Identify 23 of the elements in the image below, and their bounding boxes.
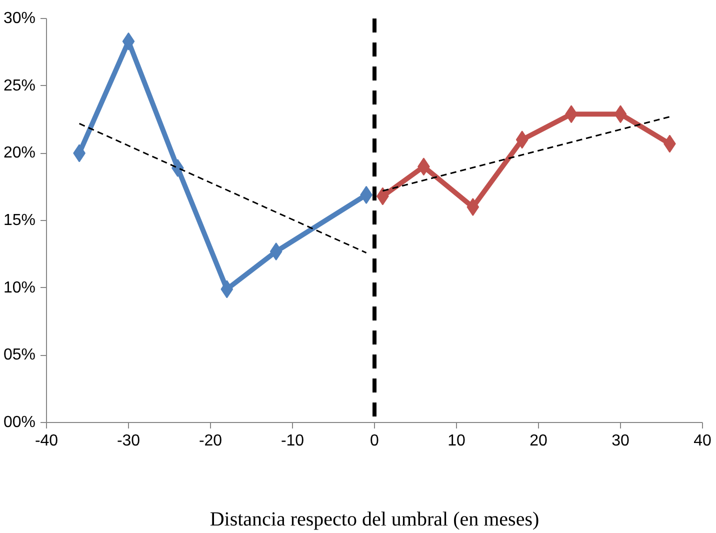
y-tick-label: 00% (3, 414, 36, 431)
y-tick-label: 30% (3, 10, 36, 27)
point (466, 198, 480, 216)
x-tick-label: 40 (694, 432, 712, 450)
y-tick-label: 05% (3, 346, 36, 364)
x-tick-label: -10 (280, 432, 304, 450)
y-tick-label: 10% (3, 279, 36, 296)
point (270, 242, 282, 260)
x-tick-label: 0 (370, 432, 380, 450)
x-tick-label: 10 (448, 432, 466, 450)
y-tick-label: 20% (3, 144, 36, 162)
x-tick-label: 30 (612, 432, 630, 450)
y-tick-label: 25% (3, 77, 36, 94)
point (614, 105, 627, 124)
x-axis-title: Distancia respecto del umbral (en meses) (210, 508, 540, 530)
y-tick-label: 15% (3, 212, 36, 229)
point (516, 130, 528, 149)
x-tick-label: 20 (530, 432, 548, 450)
x-tick-label: -40 (34, 432, 58, 450)
x-tick-label: -30 (116, 432, 140, 450)
point (122, 32, 135, 50)
point (220, 280, 234, 298)
x-tick-label: -20 (198, 432, 222, 450)
